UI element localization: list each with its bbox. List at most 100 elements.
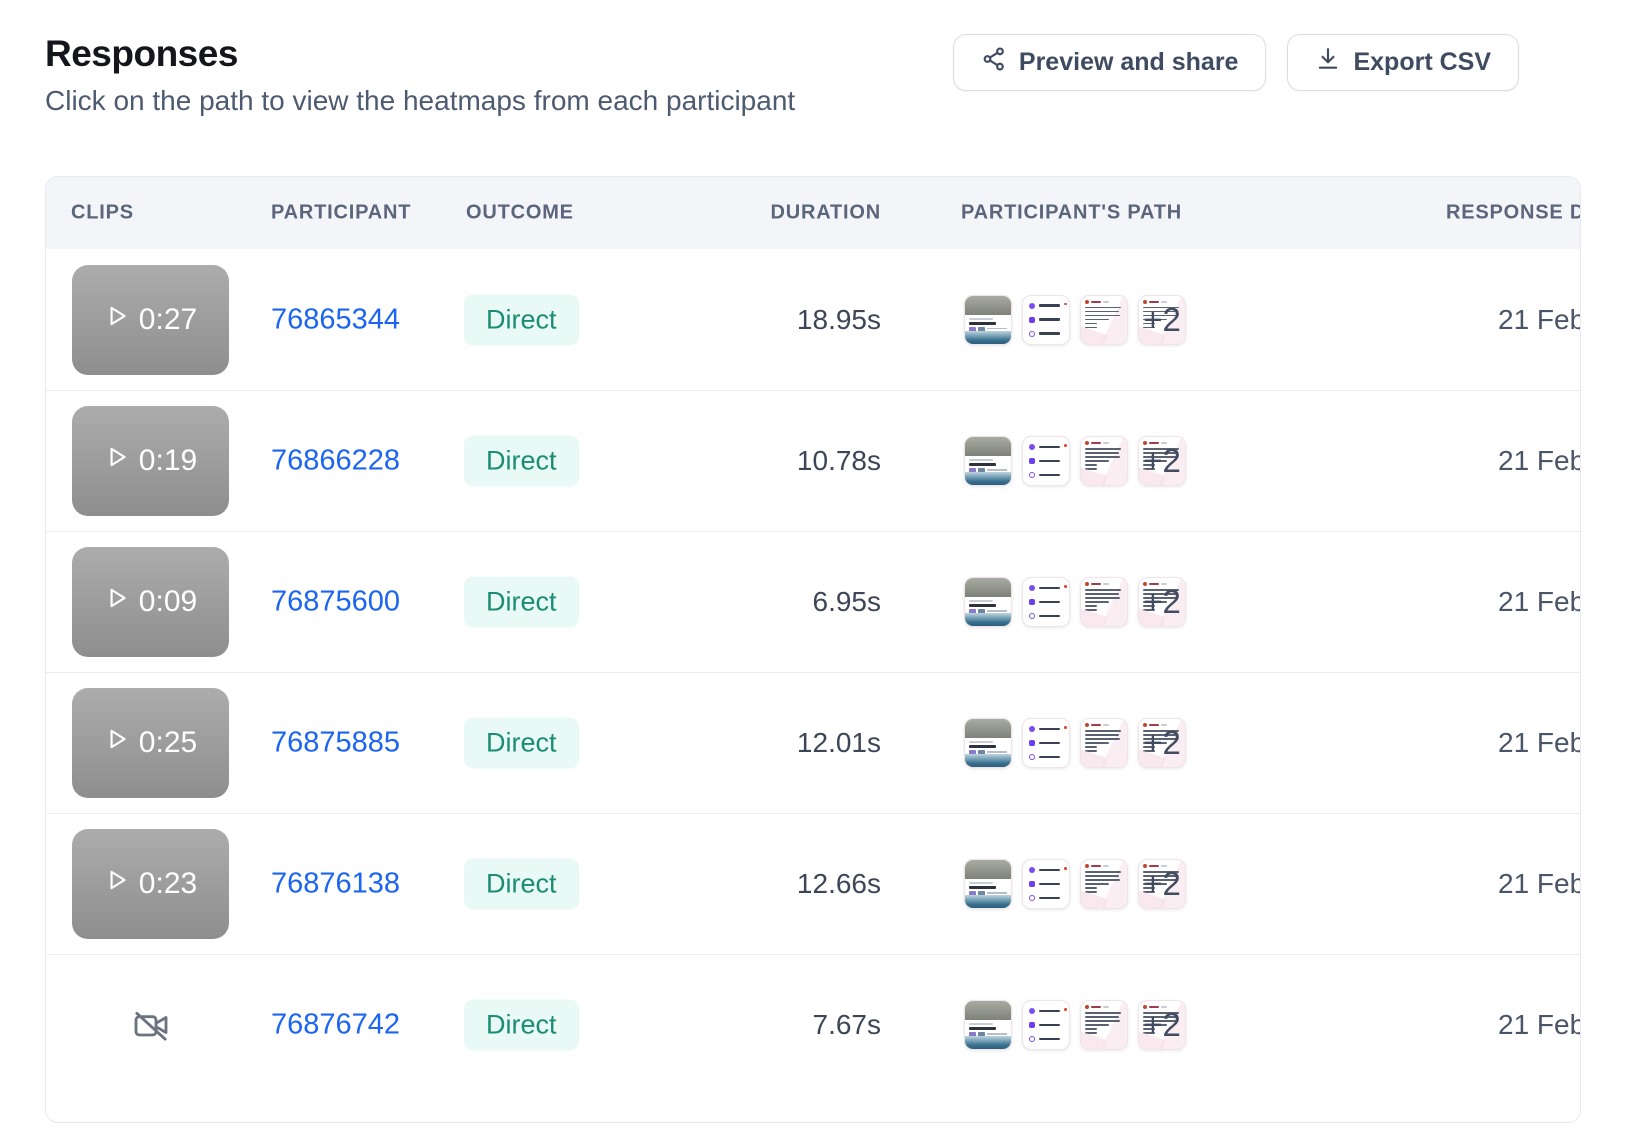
- path-step-menu[interactable]: [1022, 1000, 1070, 1050]
- city-photo: [965, 578, 1011, 597]
- table-row: 0:25 76875885 Direct 12.01s: [46, 672, 1580, 813]
- path-step-more[interactable]: +2: [1138, 718, 1186, 768]
- path-step-menu[interactable]: [1022, 577, 1070, 627]
- city-photo: [965, 295, 1011, 315]
- path-more-count: +2: [1143, 300, 1181, 338]
- path-step-more[interactable]: +2: [1138, 577, 1186, 627]
- city-photo: [965, 860, 1011, 879]
- path-step-more[interactable]: +2: [1138, 294, 1186, 345]
- participant-link[interactable]: 76876138: [271, 867, 401, 900]
- outcome-cell: Direct: [464, 858, 579, 910]
- toolbar: Preview and share Export CSV: [952, 34, 1519, 91]
- participant-link[interactable]: 76875885: [271, 726, 401, 759]
- outcome-badge: Direct: [464, 717, 579, 769]
- path-step-search-result[interactable]: [964, 436, 1012, 486]
- outcome-badge: Direct: [464, 294, 579, 345]
- clips-cell: 0:25: [72, 688, 229, 798]
- path-more-count: +2: [1143, 865, 1181, 902]
- clip-thumbnail[interactable]: 0:25: [72, 688, 229, 798]
- response-date: 21 Feb: [1498, 303, 1581, 335]
- path-step-search-result[interactable]: [964, 294, 1012, 345]
- participant-path[interactable]: +2: [964, 577, 1186, 627]
- sea-photo: [965, 472, 1011, 485]
- sea-photo: [965, 754, 1011, 767]
- column-header-participants-path: PARTICIPANT'S PATH: [961, 201, 1183, 224]
- preview-and-share-button[interactable]: Preview and share: [952, 34, 1267, 91]
- path-step-search-result[interactable]: [964, 577, 1012, 627]
- column-header-participant: PARTICIPANT: [271, 201, 412, 224]
- clips-cell: 0:23: [72, 829, 229, 939]
- participant-path[interactable]: +2: [964, 1000, 1186, 1050]
- response-date: 21 Feb: [1498, 868, 1581, 899]
- path-step-message[interactable]: [1080, 294, 1128, 345]
- path-step-search-result[interactable]: [964, 1000, 1012, 1050]
- share-icon: [981, 46, 1007, 79]
- path-more-count: +2: [1143, 442, 1181, 479]
- clips-cell: 0:27: [72, 264, 229, 375]
- path-step-message[interactable]: [1080, 1000, 1128, 1050]
- path-step-menu[interactable]: [1022, 718, 1070, 768]
- outcome-cell: Direct: [464, 294, 579, 345]
- play-icon: [104, 444, 130, 478]
- path-step-menu[interactable]: [1022, 859, 1070, 909]
- table-row: 76876742 Direct 7.67s: [46, 954, 1580, 1095]
- duration-value: 12.01s: [796, 727, 881, 758]
- path-step-message[interactable]: [1080, 436, 1128, 486]
- participant-link[interactable]: 76866228: [271, 444, 401, 477]
- path-step-message[interactable]: [1080, 718, 1128, 768]
- clip-duration-label: 0:25: [138, 726, 198, 759]
- outcome-cell: Direct: [464, 717, 579, 769]
- participant-path[interactable]: +2: [964, 436, 1186, 486]
- response-date: 21 Feb: [1498, 1009, 1581, 1040]
- export-csv-button[interactable]: Export CSV: [1287, 34, 1519, 91]
- path-step-menu[interactable]: [1022, 294, 1070, 345]
- path-step-more[interactable]: +2: [1138, 859, 1186, 909]
- outcome-cell: Direct: [464, 435, 579, 487]
- path-step-menu[interactable]: [1022, 436, 1070, 486]
- table-header: CLIPS PARTICIPANT OUTCOME DURATION PARTI…: [46, 177, 1580, 249]
- path-step-message[interactable]: [1080, 859, 1128, 909]
- participant-path[interactable]: +2: [964, 859, 1186, 909]
- preview-and-share-label: Preview and share: [1018, 48, 1239, 76]
- clips-cell: 0:09: [72, 547, 229, 657]
- city-photo: [965, 719, 1011, 738]
- table-row: 0:19 76866228 Direct 10.78s: [46, 390, 1580, 531]
- clip-thumbnail[interactable]: 0:09: [72, 547, 229, 657]
- play-icon: [104, 585, 130, 619]
- table-row: 0:09 76875600 Direct 6.95s: [46, 531, 1580, 672]
- video-off-icon: [72, 1005, 229, 1045]
- duration-value: 6.95s: [812, 586, 882, 617]
- participant-path[interactable]: +2: [964, 718, 1186, 768]
- clip-duration-label: 0:27: [138, 302, 198, 336]
- path-step-search-result[interactable]: [964, 859, 1012, 909]
- participant-link[interactable]: 76876742: [271, 1008, 401, 1041]
- duration-value: 12.66s: [796, 868, 881, 899]
- outcome-badge: Direct: [464, 858, 579, 910]
- clip-thumbnail[interactable]: 0:19: [72, 406, 229, 516]
- participant-link[interactable]: 76875600: [271, 585, 401, 618]
- path-step-message[interactable]: [1080, 577, 1128, 627]
- sea-photo: [965, 1036, 1011, 1049]
- path-more-count: +2: [1143, 1006, 1181, 1043]
- clip-duration-label: 0:09: [138, 585, 198, 618]
- column-header-outcome: OUTCOME: [466, 201, 574, 224]
- responses-table: CLIPS PARTICIPANT OUTCOME DURATION PARTI…: [45, 176, 1581, 1123]
- column-header-response-date: RESPONSE DATE: [1446, 201, 1580, 224]
- path-more-count: +2: [1143, 583, 1181, 620]
- path-step-search-result[interactable]: [964, 718, 1012, 768]
- participant-link[interactable]: 76865344: [271, 303, 401, 335]
- path-step-more[interactable]: +2: [1138, 436, 1186, 486]
- path-step-more[interactable]: +2: [1138, 1000, 1186, 1050]
- participant-path[interactable]: +2: [964, 294, 1186, 345]
- page-subtitle: Click on the path to view the heatmaps f…: [45, 85, 796, 116]
- outcome-badge: Direct: [464, 999, 579, 1051]
- clip-thumbnail[interactable]: 0:23: [72, 829, 229, 939]
- sea-photo: [965, 895, 1011, 908]
- column-header-duration: DURATION: [770, 201, 881, 224]
- response-date: 21 Feb: [1498, 445, 1581, 476]
- clip-thumbnail[interactable]: 0:27: [72, 264, 229, 375]
- outcome-badge: Direct: [464, 435, 579, 487]
- table-body: 0:27 76865344 Direct 18.95s: [46, 249, 1580, 1095]
- city-photo: [965, 1001, 1011, 1020]
